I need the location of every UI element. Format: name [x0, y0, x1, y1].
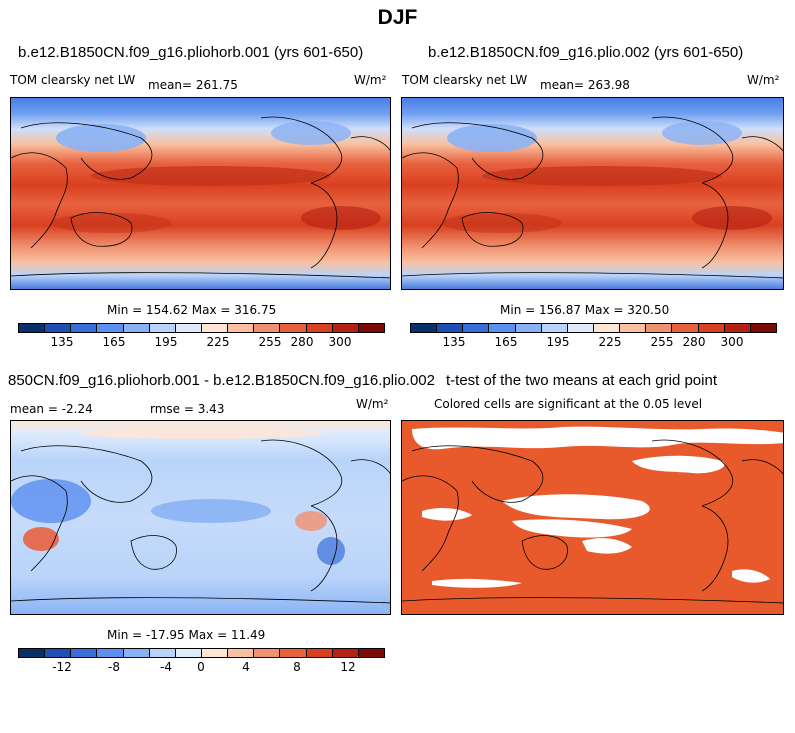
panel2-tick: 135 — [442, 335, 466, 349]
panel4-map-svg — [402, 421, 783, 614]
panel3-tick: -8 — [108, 660, 120, 674]
panel2-map — [401, 97, 784, 290]
panel3-tick: 4 — [242, 660, 250, 674]
panel1-tick: 280 — [290, 335, 314, 349]
panel1-colorbar — [18, 323, 385, 333]
panel3-case-title: 850CN.f09_g16.pliohorb.001 - b.e12.B1850… — [8, 372, 435, 389]
panel1-tick: 255 — [258, 335, 282, 349]
panel2-tick: 300 — [720, 335, 744, 349]
panel3-tick: -12 — [52, 660, 72, 674]
panel3-colorbar — [18, 648, 385, 658]
panel1-colorbar-ticks: 135 165 195 225 255 280 300 — [18, 335, 385, 351]
panel4-title: t-test of the two means at each grid poi… — [446, 372, 717, 389]
panel1-tick: 195 — [154, 335, 178, 349]
panel2-tick: 165 — [494, 335, 518, 349]
panel2-tick: 195 — [546, 335, 570, 349]
panel4-note: Colored cells are significant at the 0.0… — [434, 397, 703, 411]
figure-title: DJF — [377, 6, 418, 29]
panel3-tick: 12 — [340, 660, 356, 674]
panel1-mean: mean= 261.75 — [148, 78, 238, 92]
panel3-tick: 0 — [197, 660, 205, 674]
panel3-tick: -4 — [160, 660, 172, 674]
panel1-minmax: Min = 154.62 Max = 316.75 — [107, 303, 277, 317]
panel1-tick: 225 — [206, 335, 230, 349]
panel3-mean: mean = -2.24 — [10, 402, 93, 416]
panel2-units: W/m² — [747, 73, 780, 87]
panel2-tick: 280 — [682, 335, 706, 349]
panel1-variable: TOM clearsky net LW — [10, 73, 136, 87]
panel2-mean: mean= 263.98 — [540, 78, 630, 92]
panel2-tick: 225 — [598, 335, 622, 349]
panel2-colorbar-ticks: 135 165 195 225 255 280 300 — [410, 335, 777, 351]
panel2-case-title: b.e12.B1850CN.f09_g16.plio.002 (yrs 601-… — [428, 44, 744, 61]
panel1-tick: 300 — [328, 335, 352, 349]
panel2-tick: 255 — [650, 335, 674, 349]
panel1-tick: 165 — [102, 335, 126, 349]
panel3-map — [10, 420, 391, 615]
panel2-minmax: Min = 156.87 Max = 320.50 — [500, 303, 670, 317]
panel2-variable: TOM clearsky net LW — [402, 73, 528, 87]
panel2-map-svg — [402, 98, 783, 289]
panel3-colorbar-ticks: -12 -8 -4 0 4 8 12 — [18, 660, 385, 676]
panel2-colorbar — [410, 323, 777, 333]
panel1-map — [10, 97, 391, 290]
panel3-minmax: Min = -17.95 Max = 11.49 — [107, 628, 266, 642]
panel3-rmse: rmse = 3.43 — [150, 402, 225, 416]
panel1-map-svg — [11, 98, 390, 289]
panel3-tick: 8 — [293, 660, 301, 674]
panel4-map — [401, 420, 784, 615]
panel1-case-title: b.e12.B1850CN.f09_g16.pliohorb.001 (yrs … — [18, 44, 364, 61]
panel1-tick: 135 — [50, 335, 74, 349]
panel1-units: W/m² — [354, 73, 387, 87]
panel3-units: W/m² — [356, 397, 389, 411]
panel3-map-svg — [11, 421, 390, 614]
